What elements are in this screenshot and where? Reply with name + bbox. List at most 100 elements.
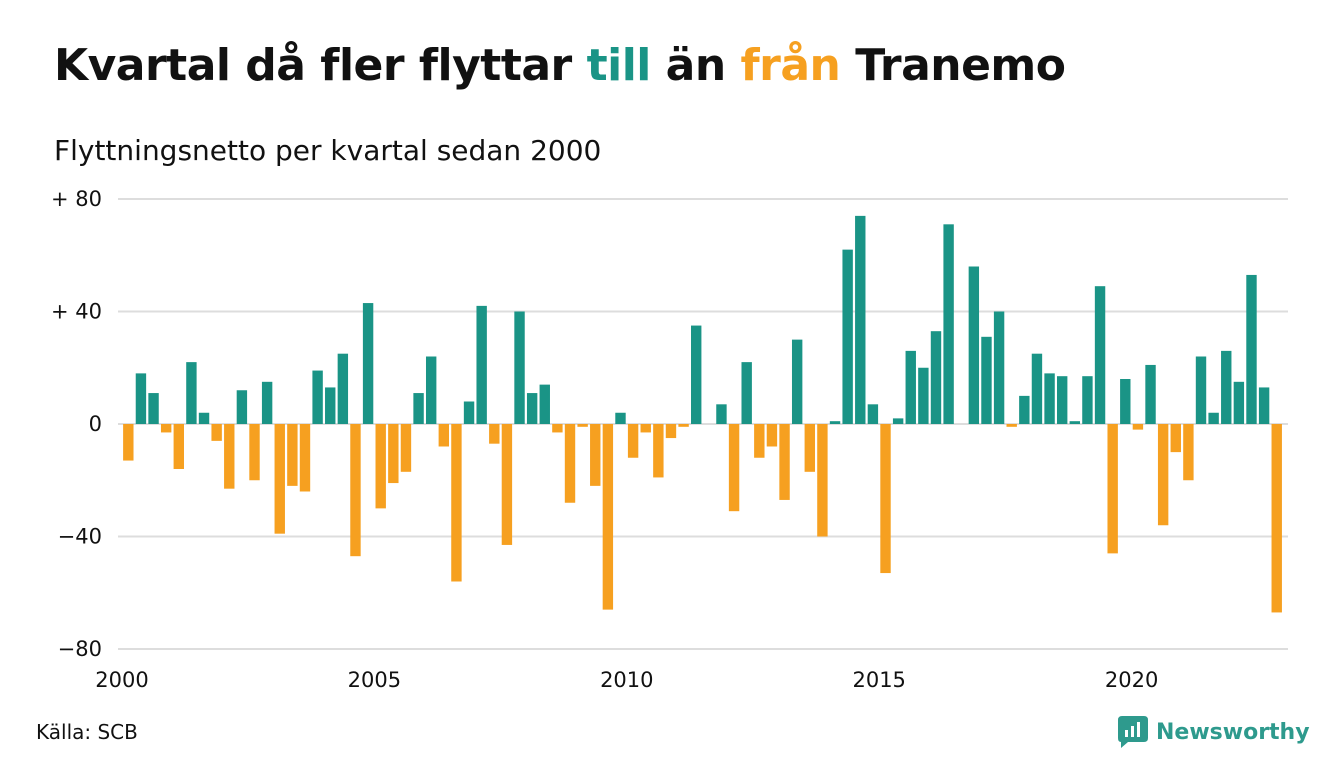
bar-negative — [653, 424, 664, 478]
bar-negative — [438, 424, 450, 447]
bar-positive — [943, 224, 954, 424]
bar-negative — [817, 424, 828, 537]
bar-negative — [678, 424, 689, 427]
y-tick-label: + 80 — [51, 187, 102, 211]
title-part-3: Tranemo — [840, 40, 1066, 91]
title-part-2: än — [650, 40, 741, 91]
bar-positive — [362, 303, 374, 424]
bar-positive — [1195, 356, 1207, 424]
bar-negative — [123, 424, 134, 461]
bar-positive — [1258, 387, 1270, 424]
bar-positive — [236, 390, 248, 424]
x-tick-label: 2020 — [1105, 668, 1158, 692]
bar-positive — [918, 367, 929, 424]
y-tick-label: 0 — [89, 412, 102, 436]
bar-positive — [842, 249, 853, 424]
bar-negative — [665, 424, 677, 439]
bar-negative — [299, 424, 311, 492]
bar-positive — [1031, 353, 1043, 424]
bar-negative — [501, 424, 513, 545]
bar-positive — [930, 331, 942, 424]
bar-positive — [514, 311, 525, 424]
bar-negative — [590, 424, 601, 486]
brand-name: Newsworthy — [1156, 719, 1310, 745]
bar-positive — [1082, 376, 1093, 424]
bar-negative — [754, 424, 765, 458]
bar-negative — [489, 424, 500, 444]
bar-positive — [425, 356, 437, 424]
bar-positive — [1246, 274, 1257, 424]
bar-negative — [1132, 424, 1144, 430]
bar-positive — [968, 266, 980, 424]
bar-positive — [1044, 373, 1055, 424]
y-tick-label: −40 — [58, 525, 102, 549]
bar-positive — [981, 336, 992, 424]
bar-positive — [716, 404, 727, 424]
bar-negative — [1157, 424, 1169, 526]
bar-positive — [1208, 412, 1219, 424]
x-tick-label: 2000 — [95, 668, 148, 692]
bar-positive — [1069, 421, 1081, 424]
bar-positive — [993, 311, 1005, 424]
bar-positive — [337, 353, 349, 424]
bar-negative — [577, 424, 588, 427]
bar-negative — [274, 424, 285, 534]
bar-positive — [135, 373, 147, 424]
x-tick-label: 2010 — [600, 668, 653, 692]
bar-negative — [249, 424, 260, 481]
bar-negative — [1170, 424, 1181, 453]
bar-negative — [211, 424, 222, 441]
bar-negative — [640, 424, 651, 433]
title-highlight-till: till — [586, 40, 652, 91]
bar-positive — [325, 387, 336, 424]
bar-positive — [261, 381, 273, 424]
chart-title: Kvartal då fler flyttar till än från Tra… — [54, 40, 1066, 91]
bar-negative — [173, 424, 184, 469]
bar-positive — [791, 339, 803, 424]
bar-positive — [539, 384, 550, 424]
bar-positive — [198, 412, 210, 424]
bar-positive — [186, 362, 197, 424]
bar-negative — [804, 424, 815, 472]
source-label: Källa: SCB — [36, 720, 138, 744]
bar-positive — [905, 350, 916, 424]
bar-positive — [526, 393, 538, 424]
bar-negative — [375, 424, 386, 509]
bar-positive — [1145, 364, 1156, 424]
bar-positive — [1094, 286, 1106, 424]
y-tick-label: + 40 — [51, 300, 102, 324]
bar-negative — [400, 424, 412, 472]
bar-positive — [312, 370, 323, 424]
bar-negative — [287, 424, 298, 486]
bar-negative — [779, 424, 790, 500]
bar-negative — [766, 424, 778, 447]
bar-negative — [451, 424, 462, 582]
bar-positive — [463, 401, 475, 424]
bar-negative — [1107, 424, 1118, 554]
bar-negative — [880, 424, 891, 574]
chart-subtitle: Flyttningsnetto per kvartal sedan 2000 — [54, 134, 602, 167]
bar-negative — [627, 424, 639, 458]
bar-positive — [476, 305, 487, 424]
bar-negative — [564, 424, 576, 503]
bar-positive — [1233, 381, 1245, 424]
y-tick-label: −80 — [58, 637, 102, 661]
bar-negative — [552, 424, 563, 433]
bar-positive — [615, 412, 626, 424]
chart-bubble-icon — [1118, 716, 1148, 748]
bar-negative — [1271, 424, 1282, 613]
bar-positive — [829, 421, 841, 424]
bar-positive — [148, 393, 159, 424]
bar-negative — [350, 424, 361, 557]
bar-positive — [1019, 395, 1030, 424]
x-tick-label: 2005 — [348, 668, 401, 692]
bar-negative — [1183, 424, 1194, 481]
bar-positive — [1120, 379, 1131, 424]
bar-negative — [224, 424, 235, 489]
bar-negative — [1006, 424, 1017, 427]
bar-positive — [1056, 376, 1068, 424]
title-part-1: Kvartal då fler flyttar — [54, 40, 587, 91]
bar-positive — [867, 404, 879, 424]
bar-negative — [728, 424, 740, 512]
